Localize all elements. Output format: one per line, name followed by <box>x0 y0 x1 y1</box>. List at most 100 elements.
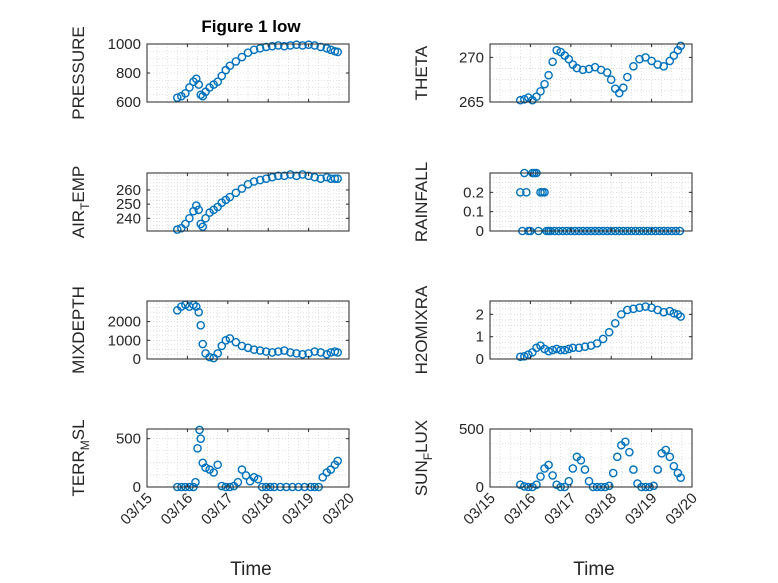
data-point <box>669 308 679 318</box>
data-point <box>532 480 541 489</box>
data-point <box>608 468 618 478</box>
data-point <box>292 171 301 181</box>
data-point <box>322 44 332 53</box>
data-point <box>322 172 332 182</box>
axes-box <box>146 300 350 360</box>
data-point <box>193 444 202 453</box>
data-point <box>580 465 590 474</box>
data-point <box>576 456 586 465</box>
data-point <box>249 473 259 482</box>
data-point <box>612 452 622 462</box>
data-point <box>536 472 545 481</box>
y-tick-label: 500 <box>459 421 484 438</box>
plot-area <box>490 44 692 102</box>
y-axis-label: AIRTEMP <box>69 166 92 239</box>
data-point <box>249 45 259 55</box>
data-point <box>249 177 259 186</box>
figure-title: Figure 1 low <box>201 17 301 36</box>
data-point <box>194 307 204 317</box>
data-point <box>676 473 685 483</box>
y-tick-label: 0 <box>476 351 484 368</box>
data-point <box>333 348 342 357</box>
data-point <box>286 170 295 179</box>
y-tick-label: 240 <box>116 210 141 227</box>
data-point <box>516 95 525 105</box>
data-point <box>280 171 289 181</box>
data-point <box>198 222 208 232</box>
y-tick-label: 2 <box>476 306 484 323</box>
data-point <box>261 174 271 183</box>
data-point <box>253 474 263 484</box>
data-point <box>209 468 218 477</box>
data-point <box>198 91 208 101</box>
data-point <box>625 447 634 457</box>
data-point <box>669 461 679 471</box>
data-point <box>572 63 582 73</box>
data-point <box>564 54 574 64</box>
y-tick-label: 260 <box>116 182 141 199</box>
data-point <box>560 345 570 355</box>
data-point <box>604 327 614 337</box>
data-point <box>310 347 319 356</box>
panel-sun: 03/15 03/16 03/17 03/18 03/19 03/200500SUNFLU… <box>412 420 701 529</box>
y-tick-label: 0 <box>476 223 484 240</box>
panel-theta: 265 270 THETA <box>412 41 693 111</box>
data-point <box>584 64 594 74</box>
data-point <box>647 56 656 66</box>
y-tick-label: 1 <box>476 329 484 346</box>
data-point <box>676 312 685 321</box>
data-point <box>568 343 578 353</box>
axes-box <box>489 300 693 360</box>
y-tick-label: 0 <box>133 351 141 368</box>
data-point <box>649 481 658 491</box>
data-point <box>225 334 235 343</box>
data-point <box>629 304 638 314</box>
data-point <box>177 302 186 311</box>
y-tick-label: 500 <box>116 431 141 448</box>
data-point <box>544 460 553 470</box>
data-point <box>316 42 326 52</box>
data-point <box>653 465 662 474</box>
data-point <box>330 174 340 183</box>
data-point <box>273 171 283 181</box>
data-point <box>556 345 566 355</box>
y-tick-label: 800 <box>116 65 141 82</box>
data-point <box>286 348 295 357</box>
data-point <box>231 57 241 66</box>
data-point <box>225 61 235 71</box>
data-point <box>181 219 190 229</box>
data-point <box>540 79 549 89</box>
data-point <box>598 334 608 344</box>
data-point <box>310 41 319 50</box>
data-point <box>185 83 194 92</box>
y-tick-label: 1000 <box>108 36 141 53</box>
data-point <box>564 476 574 486</box>
data-point <box>267 172 277 182</box>
y-axis-label: PRESSURE <box>69 26 88 120</box>
y-tick-label: 250 <box>116 196 141 213</box>
data-point <box>665 56 675 66</box>
data-point <box>298 170 307 179</box>
data-point <box>273 41 283 50</box>
y-tick-label: 0 <box>133 479 141 496</box>
data-point <box>185 213 194 223</box>
data-point <box>659 62 669 71</box>
data-point <box>544 70 553 80</box>
data-point <box>635 303 644 312</box>
y-tick-label: 600 <box>116 94 141 111</box>
y-axis-label: MIXDEPTH <box>69 286 88 374</box>
data-point <box>261 42 271 52</box>
data-point <box>280 41 289 51</box>
panel-pressure: 600 800 1000 PRESSURE <box>69 26 350 120</box>
data-point <box>213 77 222 86</box>
data-point <box>552 344 561 354</box>
y-tick-label: 270 <box>459 49 484 66</box>
data-point <box>522 188 531 197</box>
data-point <box>614 88 624 98</box>
data-point <box>665 452 675 462</box>
data-point <box>316 174 326 183</box>
data-point <box>217 481 227 491</box>
data-point <box>237 184 247 193</box>
y-tick-label: 1000 <box>108 332 141 349</box>
data-point <box>610 319 620 328</box>
